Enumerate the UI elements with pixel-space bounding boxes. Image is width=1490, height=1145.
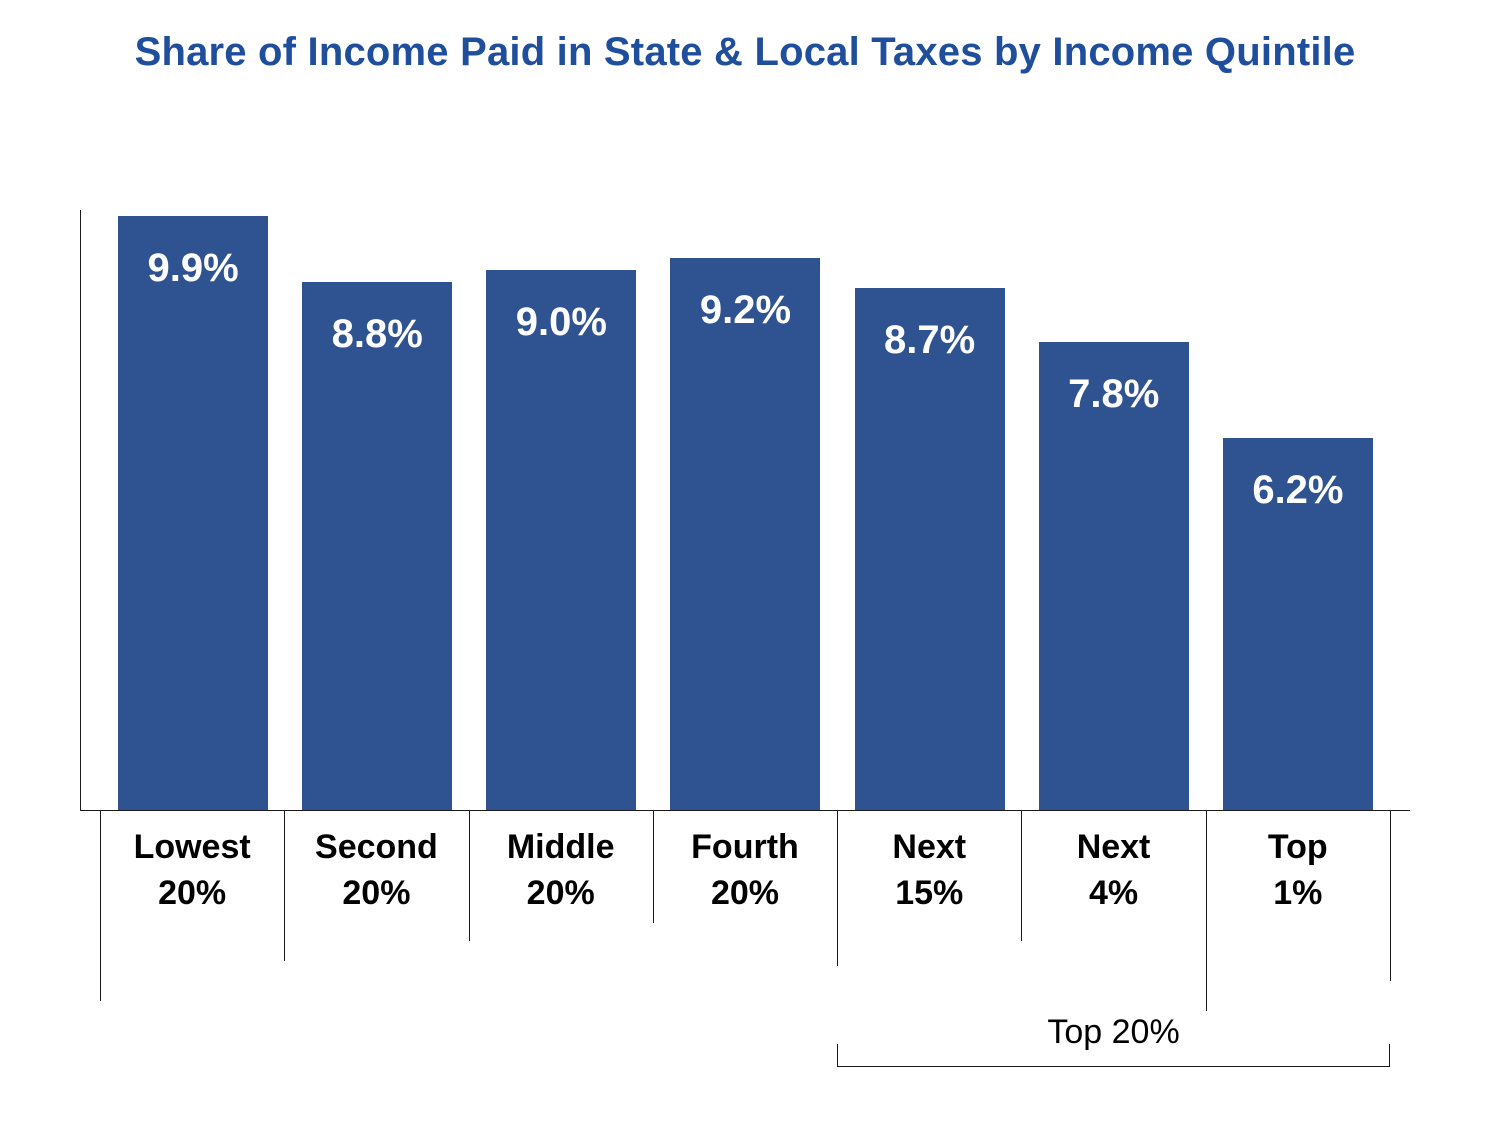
axis-tick — [837, 811, 838, 966]
x-label: Middle20% — [469, 825, 653, 917]
x-label-slot: Top1% — [1206, 825, 1390, 1005]
x-axis-labels: Lowest20%Second20%Middle20%Fourth20%Next… — [80, 825, 1410, 1005]
axis-tick-end — [1390, 811, 1391, 981]
x-label-slot: Fourth20% — [653, 825, 837, 1005]
group-bracket-top20 — [837, 1066, 1390, 1092]
bar: 9.0% — [486, 270, 636, 810]
bar-slot: 9.9% — [101, 210, 285, 810]
bar-value-label: 9.2% — [700, 288, 791, 333]
bar: 9.2% — [670, 258, 820, 810]
x-label: Next4% — [1021, 825, 1205, 917]
x-label-slot: Next15% — [837, 825, 1021, 1005]
bar: 8.8% — [302, 282, 452, 810]
bar-slot: 6.2% — [1206, 210, 1390, 810]
bar-value-label: 7.8% — [1068, 372, 1159, 417]
bar-slot: 9.0% — [469, 210, 653, 810]
bar-value-label: 8.8% — [332, 312, 423, 357]
bar-slot: 9.2% — [653, 210, 837, 810]
x-label: Second20% — [284, 825, 468, 917]
bar-slot: 8.7% — [838, 210, 1022, 810]
bars-container: 9.9% 8.8% 9.0% 9.2% 8.7% 7.8% 6.2% — [81, 210, 1410, 810]
x-label: Next15% — [837, 825, 1021, 917]
bar: 7.8% — [1039, 342, 1189, 810]
bar: 6.2% — [1223, 438, 1373, 810]
bar-slot: 8.8% — [285, 210, 469, 810]
x-label-slot: Next4% — [1021, 825, 1205, 1005]
x-label-slot: Lowest20% — [100, 825, 284, 1005]
bar-value-label: 9.0% — [516, 300, 607, 345]
x-label: Fourth20% — [653, 825, 837, 917]
x-label-slot: Middle20% — [469, 825, 653, 1005]
axis-tick — [469, 811, 470, 941]
group-label-top20: Top 20% — [837, 1013, 1390, 1052]
bar-slot: 7.8% — [1022, 210, 1206, 810]
axis-tick — [100, 811, 101, 1001]
axis-tick — [653, 811, 654, 923]
x-label: Top1% — [1206, 825, 1390, 917]
bar: 8.7% — [855, 288, 1005, 810]
bar-value-label: 8.7% — [884, 318, 975, 363]
page: Share of Income Paid in State & Local Ta… — [0, 0, 1490, 1145]
bar-chart: 9.9% 8.8% 9.0% 9.2% 8.7% 7.8% 6.2% Lowest20%Se… — [80, 210, 1410, 1005]
bar-value-label: 9.9% — [147, 246, 238, 291]
x-label-slot: Second20% — [284, 825, 468, 1005]
axis-tick — [1021, 811, 1022, 941]
bar: 9.9% — [118, 216, 268, 810]
axis-tick — [1206, 811, 1207, 1011]
x-label: Lowest20% — [100, 825, 284, 917]
plot-area: 9.9% 8.8% 9.0% 9.2% 8.7% 7.8% 6.2% — [80, 210, 1410, 811]
bar-value-label: 6.2% — [1252, 468, 1343, 513]
chart-title: Share of Income Paid in State & Local Ta… — [0, 30, 1490, 75]
axis-tick — [284, 811, 285, 961]
